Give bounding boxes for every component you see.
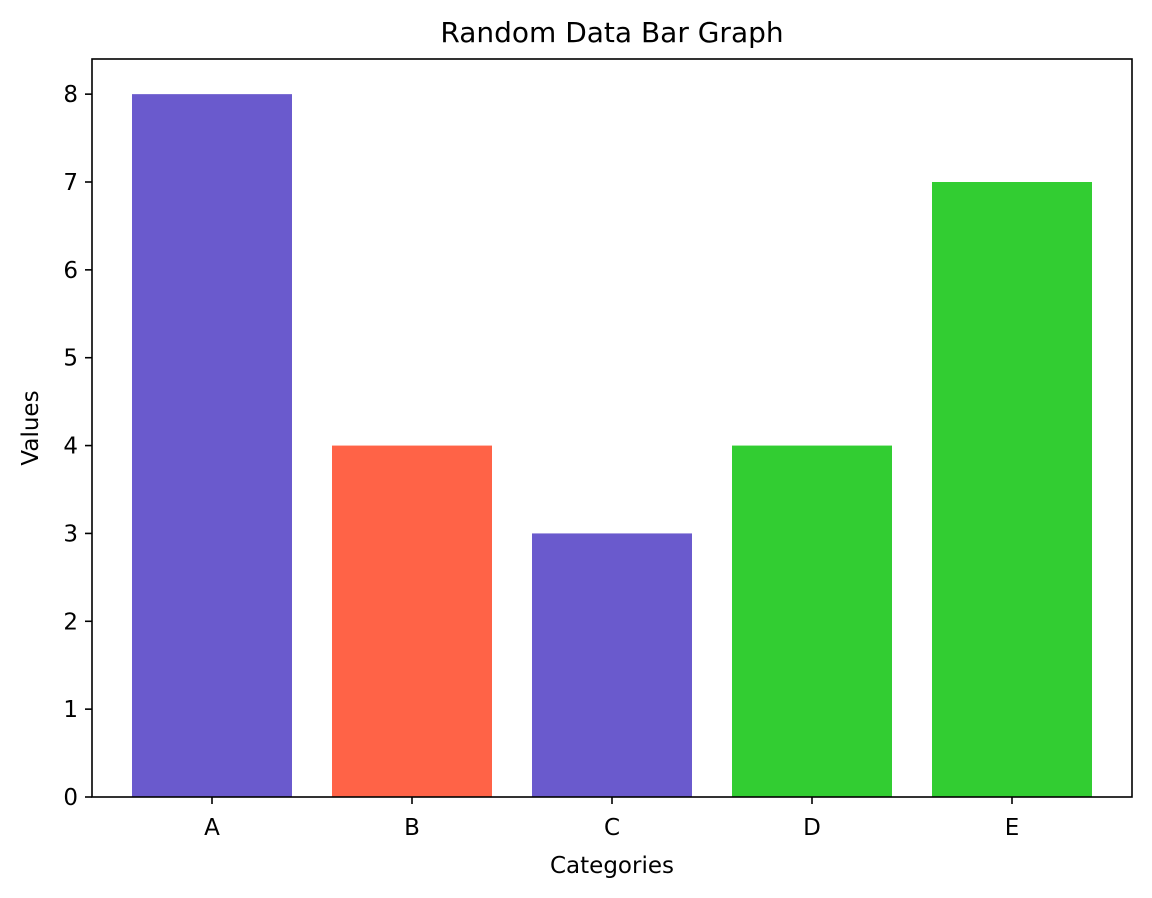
bar-c bbox=[532, 533, 692, 797]
x-ticks-group: A B C D E bbox=[204, 797, 1019, 841]
y-tick-label: 2 bbox=[63, 609, 78, 635]
y-axis-label: Values bbox=[18, 390, 44, 465]
y-ticks-group: 0 1 2 3 4 5 6 7 8 bbox=[63, 82, 92, 811]
bar-e bbox=[932, 182, 1092, 797]
y-tick-label: 6 bbox=[63, 258, 78, 284]
y-tick-label: 8 bbox=[63, 82, 78, 108]
y-tick-label: 0 bbox=[63, 785, 78, 811]
bar-d bbox=[732, 445, 892, 797]
y-tick-label: 3 bbox=[63, 521, 78, 547]
x-tick-label: B bbox=[404, 815, 420, 841]
y-tick-label: 1 bbox=[63, 697, 78, 723]
x-tick-label: A bbox=[204, 815, 220, 841]
x-axis-label: Categories bbox=[550, 853, 674, 879]
y-tick-label: 4 bbox=[63, 434, 78, 460]
x-tick-label: E bbox=[1005, 815, 1020, 841]
x-tick-label: D bbox=[803, 815, 821, 841]
chart-title: Random Data Bar Graph bbox=[440, 16, 783, 49]
x-tick-label: C bbox=[604, 815, 620, 841]
y-tick-label: 5 bbox=[63, 346, 78, 372]
bar-a bbox=[132, 94, 292, 797]
bars-group bbox=[132, 94, 1092, 797]
bar-b bbox=[332, 445, 492, 797]
y-tick-label: 7 bbox=[63, 170, 78, 196]
